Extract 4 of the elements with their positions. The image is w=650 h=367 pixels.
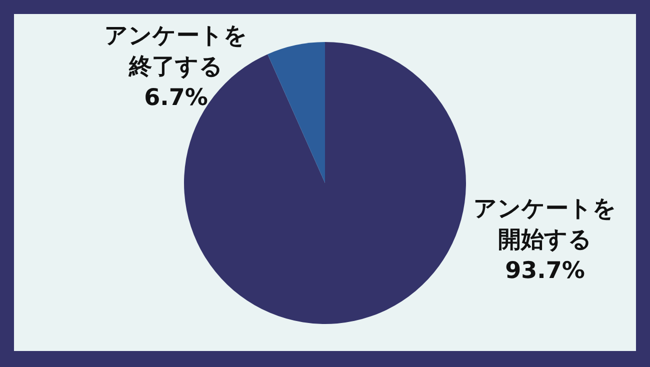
slice-label: アンケートを終了する <box>104 22 248 82</box>
data-label: 93.7% <box>504 257 586 286</box>
slice-label: アンケートを開始する <box>472 195 618 255</box>
data-label: 6.7% <box>143 84 209 113</box>
